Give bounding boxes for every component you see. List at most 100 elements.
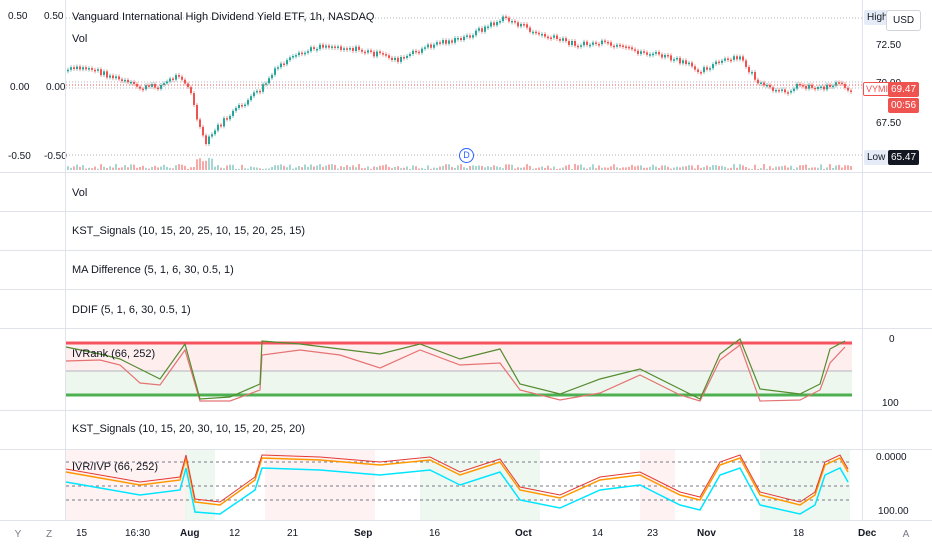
candle [103,71,105,76]
madiff-pane[interactable]: MA Difference (5, 1, 6, 30, 0.5, 1) [0,251,932,289]
volume-bar [364,168,366,170]
candle [589,44,591,47]
volume-bar [652,164,654,170]
volume-bar [760,168,762,170]
candle [424,47,426,49]
candle [346,48,348,50]
log-scale-button[interactable]: Y [14,529,22,540]
volume-bar [370,168,372,170]
candle [541,33,543,36]
volume-bar [661,165,663,170]
time-axis[interactable]: Y Z 15 16:30 Aug 12 21 Sep 16 Oct 14 23 … [0,521,932,550]
candle [226,118,228,120]
pane-divider[interactable] [0,172,932,173]
kst-pane-1[interactable]: KST_Signals (10, 15, 20, 25, 10, 15, 20,… [0,212,932,250]
candle [841,82,843,85]
candle [334,46,336,48]
time-axis-border [0,520,932,521]
candle [514,20,516,23]
volume-bar [649,166,651,170]
time-tick: Aug [180,528,200,539]
candle [136,84,138,87]
candle [115,76,117,79]
volume-bar [409,168,411,170]
left-axis-label: -0.50 [44,151,67,162]
candle [427,44,429,48]
candle [403,57,405,59]
candle [754,72,756,80]
kst-pane-2[interactable]: KST_Signals (10, 15, 20, 30, 10, 15, 20,… [0,411,932,449]
time-tick: Oct [515,528,532,539]
candle [811,84,813,88]
candle [181,76,183,80]
candle [595,42,597,44]
volume-bar [529,165,531,170]
price-chart[interactable] [0,0,932,172]
volume-bar [430,168,432,170]
candle [808,84,810,89]
pane-divider[interactable] [0,449,932,450]
candle [85,67,87,70]
volume-bar [358,164,360,170]
volume-bar [346,165,348,170]
volume-bar [778,166,780,170]
candle [433,44,435,48]
candle [805,85,807,89]
pane-divider[interactable] [0,328,932,329]
candle [397,57,399,62]
volume-bar [472,165,474,170]
pane-divider[interactable] [0,211,932,212]
price-pane[interactable]: Vanguard International High Dividend Yie… [0,0,932,172]
pane-divider[interactable] [0,289,932,290]
candle [664,54,666,58]
volume-bar [280,164,282,170]
ivrivp-axis-label: 0.0000 [876,452,907,463]
pane-divider[interactable] [0,250,932,251]
volume-bar [133,164,135,170]
zoom-button[interactable]: Z [45,529,53,540]
volume-bar [403,167,405,170]
candle [385,54,387,56]
volume-bar [73,166,75,170]
ivrivp-pane[interactable]: IVR/IVP (66, 252) 0.0000 100.00 [0,450,932,520]
candle [196,104,198,120]
candle [298,52,300,56]
candle [436,42,438,45]
ivrivp-series-orange [65,457,849,506]
candle [727,58,729,61]
candle [520,23,522,27]
candle [97,69,99,71]
volume-bar [775,166,777,170]
volume-bar [850,166,852,170]
volume-bar [226,165,228,170]
ivrank-series-red [65,344,846,402]
pane-divider[interactable] [0,410,932,411]
candle [682,60,684,64]
vol-pane[interactable]: Vol [0,173,932,211]
candle [250,96,252,100]
currency-button[interactable]: USD [886,10,922,31]
volume-bar [535,168,537,170]
volume-bar [337,168,339,170]
volume-bar [748,168,750,170]
auto-scale-button[interactable]: A [902,529,910,540]
candle [691,62,693,67]
chart-title: Vanguard International High Dividend Yie… [72,11,375,23]
volume-bar [451,166,453,170]
volume-bar [190,167,192,170]
volume-bar [763,164,765,170]
candle [643,51,645,53]
dividend-event-marker[interactable]: D [459,148,474,163]
volume-bar [214,166,216,170]
ddif-pane[interactable]: DDIF (5, 1, 6, 30, 0.5, 1) [0,290,932,328]
candle [88,68,90,70]
candle [607,41,609,44]
volume-bar [589,167,591,170]
ivrank-chart[interactable] [0,329,932,410]
volume-bar [262,168,264,170]
ivrank-pane[interactable]: IVRank (66, 252) 0 100 [0,329,932,410]
volume-bar [307,166,309,170]
ivrivp-chart[interactable] [0,450,932,520]
volume-bar [421,167,423,170]
volume-bar [334,164,336,170]
